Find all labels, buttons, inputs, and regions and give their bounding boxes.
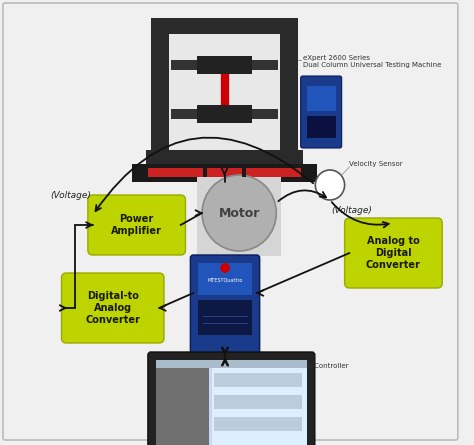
FancyArrowPatch shape [257, 290, 264, 296]
FancyBboxPatch shape [345, 218, 442, 288]
Text: MTESTQuattro: MTESTQuattro [207, 278, 243, 283]
Circle shape [315, 170, 345, 200]
Bar [198, 300, 252, 335]
Bar [151, 18, 298, 34]
FancyArrowPatch shape [195, 210, 201, 216]
Text: Analog to
Digital
Converter: Analog to Digital Converter [366, 236, 421, 270]
Text: (Voltage): (Voltage) [331, 206, 372, 214]
FancyArrowPatch shape [222, 359, 228, 365]
Bar [155, 360, 307, 368]
FancyArrowPatch shape [60, 305, 66, 311]
Bar [252, 60, 278, 70]
FancyBboxPatch shape [191, 255, 260, 361]
Bar [214, 417, 302, 431]
FancyArrowPatch shape [86, 222, 92, 228]
Bar [146, 150, 302, 164]
Bar [169, 34, 280, 156]
Bar [203, 168, 207, 177]
Bar [155, 360, 210, 445]
Bar [307, 86, 336, 111]
Circle shape [202, 175, 276, 251]
FancyArrowPatch shape [332, 202, 389, 227]
Bar [197, 56, 252, 74]
FancyBboxPatch shape [62, 273, 164, 343]
Text: MTESTQuattro Controller: MTESTQuattro Controller [262, 363, 348, 369]
FancyArrowPatch shape [95, 138, 313, 211]
Bar [212, 360, 307, 445]
Bar [171, 60, 197, 70]
Bar [171, 109, 197, 119]
Bar [148, 168, 301, 177]
FancyArrowPatch shape [222, 168, 228, 174]
Bar [197, 170, 281, 256]
FancyBboxPatch shape [301, 76, 342, 148]
Bar [307, 116, 336, 138]
FancyArrowPatch shape [160, 305, 166, 311]
Bar [198, 263, 252, 295]
FancyBboxPatch shape [3, 3, 458, 440]
Bar [242, 168, 246, 177]
Bar [214, 373, 302, 387]
Text: Velocity Sensor: Velocity Sensor [349, 161, 403, 167]
FancyArrowPatch shape [222, 348, 228, 354]
Bar [214, 395, 302, 409]
Circle shape [220, 263, 230, 273]
Text: eXpert 2600 Series
Dual Column Universal Testing Machine: eXpert 2600 Series Dual Column Universal… [302, 55, 441, 68]
FancyBboxPatch shape [88, 195, 185, 255]
Bar [252, 109, 278, 119]
FancyBboxPatch shape [148, 352, 315, 445]
Bar [155, 360, 307, 445]
Text: (Voltage): (Voltage) [50, 190, 91, 199]
Bar [197, 105, 252, 123]
Text: Power
Amplifier: Power Amplifier [111, 214, 162, 236]
Text: Digital-to
Analog
Converter: Digital-to Analog Converter [85, 291, 140, 324]
Bar [151, 18, 169, 160]
Text: Motor: Motor [219, 206, 260, 219]
FancyArrowPatch shape [278, 190, 326, 201]
Bar [132, 164, 317, 182]
Bar [280, 18, 298, 160]
